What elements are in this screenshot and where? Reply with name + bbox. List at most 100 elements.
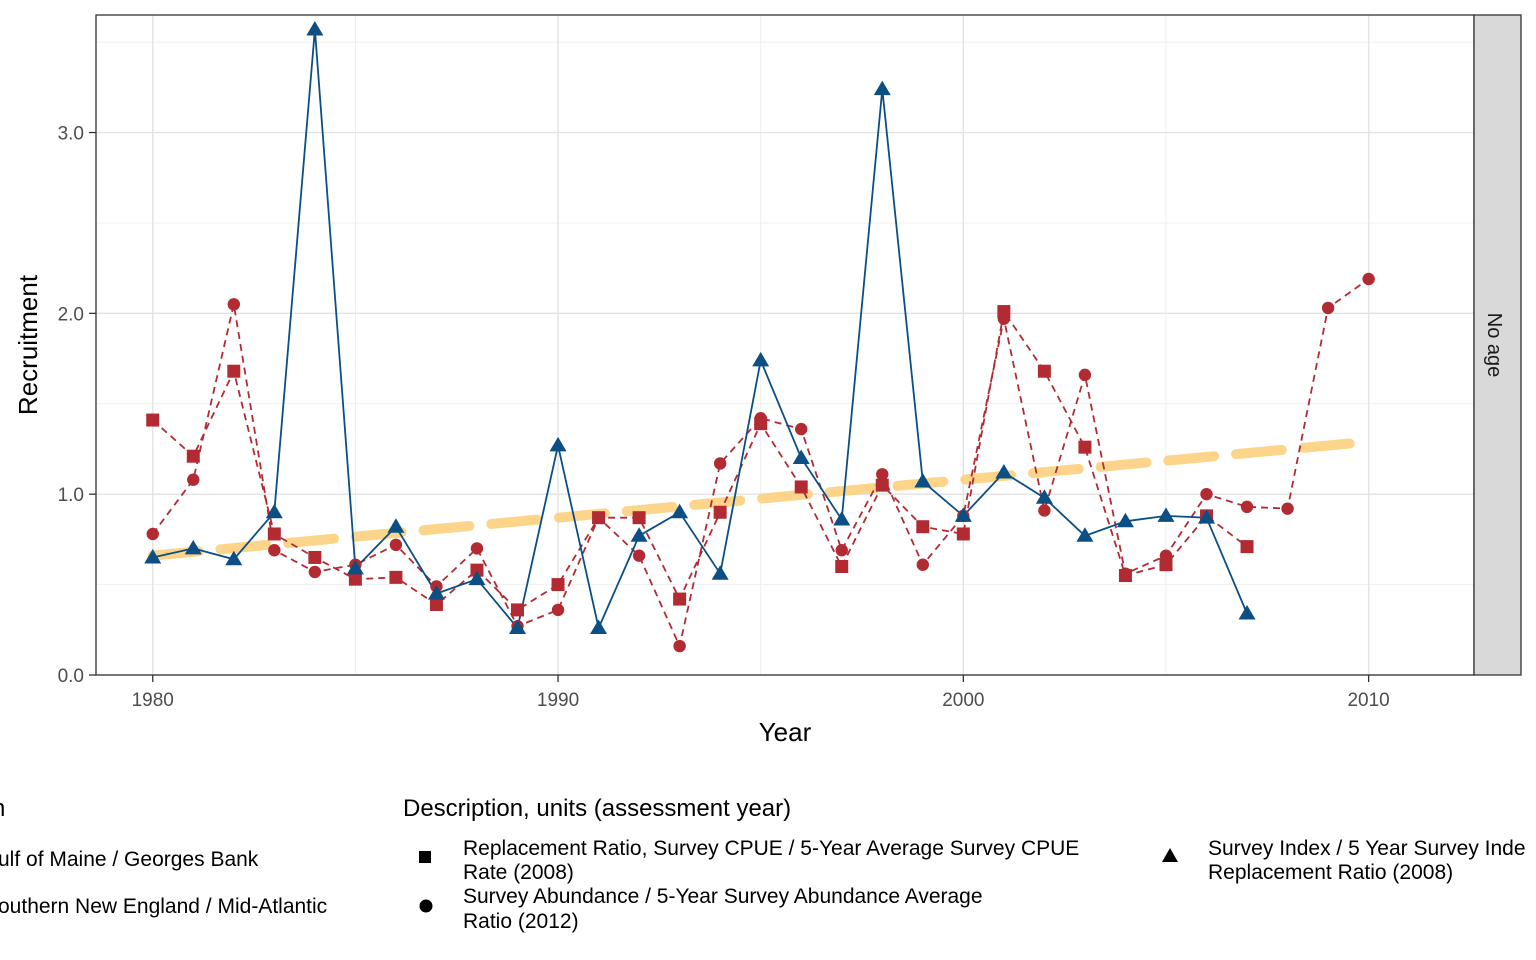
series-points	[144, 20, 1375, 653]
legend-desc-item: Replacement Ratio, Survey CPUE / 5-Year …	[463, 837, 1079, 860]
data-point-circle	[187, 473, 200, 486]
data-point-square	[794, 480, 808, 494]
data-point-triangle	[995, 463, 1013, 479]
data-point-triangle	[549, 436, 567, 452]
data-point-square	[1159, 558, 1173, 572]
data-point-circle	[227, 298, 240, 311]
data-point-circle	[795, 422, 808, 436]
data-point-circle	[1119, 567, 1132, 580]
data-point-circle	[1362, 272, 1375, 286]
data-point-triangle	[1238, 605, 1256, 620]
data-point-square	[308, 550, 322, 564]
legend-square-key	[419, 851, 431, 863]
data-point-square	[227, 364, 241, 378]
data-point-triangle	[752, 351, 770, 367]
data-point-square	[835, 560, 849, 574]
x-axis-title: Year	[759, 717, 812, 747]
data-point-triangle	[306, 20, 324, 36]
y-tick-label: 2.0	[58, 304, 84, 325]
data-point-triangle	[1157, 507, 1175, 522]
data-point-triangle	[792, 449, 810, 465]
data-point-circle	[916, 558, 929, 571]
data-point-square	[916, 520, 930, 534]
y-tick-label: 1.0	[58, 485, 84, 506]
data-point-square	[1037, 364, 1051, 378]
data-point-circle	[632, 549, 646, 562]
data-point-circle	[713, 457, 727, 470]
data-point-triangle	[671, 503, 689, 519]
data-point-square	[875, 478, 889, 492]
data-point-circle	[1240, 500, 1254, 514]
data-point-square	[267, 527, 281, 541]
data-point-triangle	[265, 503, 283, 519]
data-point-circle	[1078, 368, 1092, 382]
data-point-triangle	[225, 550, 243, 566]
data-point-triangle	[144, 548, 162, 564]
data-point-square	[146, 413, 160, 427]
legend-triangle-key	[1162, 848, 1178, 862]
series-line-triangle	[152, 29, 1248, 631]
data-point-square	[632, 511, 646, 525]
legend-desc-item: Rate (2008)	[463, 861, 574, 884]
data-point-square	[713, 505, 727, 519]
y-axis-ticks: 0.0 1.0 2.0 3.0	[58, 124, 96, 687]
data-point-square	[389, 570, 403, 584]
facet-label: No age	[1483, 313, 1505, 378]
data-point-triangle	[1116, 512, 1134, 528]
y-tick-label: 3.0	[58, 124, 84, 145]
data-point-triangle	[427, 585, 445, 600]
series-line-square	[152, 309, 1248, 612]
data-point-circle	[876, 468, 889, 481]
data-point-triangle	[387, 518, 405, 533]
data-point-triangle	[873, 80, 891, 96]
facet-strip	[1473, 14, 1522, 676]
x-axis-ticks: 1980 1990 2000 2010	[132, 675, 1390, 711]
data-point-circle	[1038, 504, 1051, 517]
data-point-circle	[551, 603, 565, 617]
legend-desc-title: Description, units (assessment year)	[403, 795, 791, 822]
x-tick-label: 2000	[942, 690, 984, 711]
data-point-circle	[1159, 549, 1173, 562]
data-point-square	[470, 563, 484, 577]
x-tick-label: 2010	[1347, 690, 1389, 711]
legend-region-item: outhern New England / Mid-Atlantic	[0, 895, 327, 918]
x-tick-label: 1980	[132, 690, 174, 711]
data-point-triangle	[184, 539, 202, 555]
data-point-triangle	[914, 473, 932, 488]
data-point-circle	[1321, 301, 1335, 315]
data-point-triangle	[954, 507, 972, 522]
data-point-square	[429, 597, 443, 611]
trend-line	[147, 436, 1374, 561]
data-point-triangle	[711, 565, 729, 580]
data-point-square	[511, 603, 525, 617]
y-tick-label: 0.0	[58, 666, 84, 687]
panel-background	[96, 15, 1474, 675]
data-point-circle	[673, 639, 686, 653]
legend-region-title: n	[0, 795, 5, 822]
legend-region-item: ulf of Maine / Georges Bank	[0, 848, 259, 871]
legend-desc-item: Ratio (2012)	[463, 910, 579, 933]
data-point-triangle	[1035, 489, 1053, 504]
data-point-triangle	[468, 570, 486, 586]
data-point-circle	[1281, 502, 1294, 515]
data-point-square	[348, 572, 362, 586]
data-point-square	[673, 592, 687, 606]
legend-desc-item: Replacement Ratio (2008)	[1208, 861, 1453, 884]
data-point-square	[1078, 440, 1092, 454]
x-tick-label: 1990	[537, 690, 579, 711]
legend-circle-key	[419, 899, 433, 913]
data-point-circle	[592, 511, 605, 524]
legend-desc-item: Survey Index / 5 Year Survey Inde	[1208, 837, 1526, 860]
data-point-triangle	[1076, 527, 1094, 542]
data-point-square	[956, 527, 970, 541]
data-point-circle	[308, 565, 322, 579]
data-point-circle	[389, 538, 403, 552]
data-point-circle	[835, 544, 848, 557]
data-point-triangle	[630, 527, 648, 542]
legend-desc-item: Survey Abundance / 5-Year Survey Abundan…	[463, 885, 983, 908]
data-point-circle	[997, 312, 1011, 325]
data-point-square	[1240, 540, 1254, 554]
data-point-circle	[470, 542, 484, 555]
data-point-square	[551, 578, 565, 592]
